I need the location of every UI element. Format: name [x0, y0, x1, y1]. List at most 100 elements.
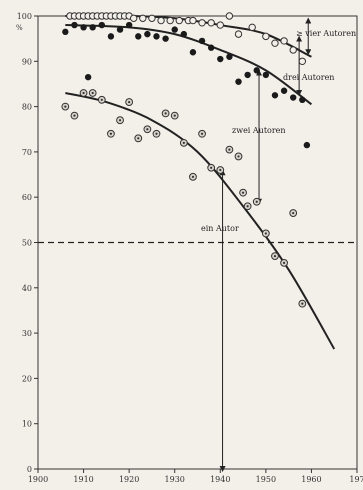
point-ein-center: [137, 137, 140, 140]
point-drei: [171, 26, 178, 33]
point-vier: [280, 37, 288, 45]
point-vier: [262, 32, 270, 41]
point-drei: [180, 30, 188, 38]
point-vier: [139, 14, 147, 22]
label-ein-autor: ein Autor: [201, 224, 239, 233]
y-tick-label: 0: [27, 465, 32, 474]
point-vier: [298, 57, 307, 65]
point-ein-center: [91, 91, 94, 95]
point-drei: [271, 92, 279, 99]
point-vier: [175, 16, 183, 25]
point-ein-center: [200, 132, 204, 135]
point-drei: [162, 35, 169, 42]
y-tick-label: 100: [17, 12, 32, 21]
point-ein-center: [191, 175, 195, 178]
y-tick-label: 20: [22, 374, 32, 383]
point-vier: [216, 21, 224, 29]
y-tick-label: 60: [22, 193, 32, 202]
point-vier: [198, 19, 206, 27]
point-drei: [217, 55, 224, 63]
y-tick-label: 40: [22, 284, 32, 293]
y-tick-label: 30: [22, 329, 32, 338]
point-drei: [262, 71, 270, 79]
trend-curves: [65, 14, 336, 350]
point-ein-center: [128, 100, 131, 104]
annotation-labels: ≥ vier Autoren drei Autoren zwei Autoren…: [201, 29, 356, 233]
point-drei: [189, 49, 197, 56]
point-drei: [299, 96, 306, 104]
point-vier: [157, 16, 165, 25]
point-ein-center: [173, 114, 176, 117]
point-drei: [207, 44, 215, 51]
point-ein-center: [301, 302, 304, 305]
point-vier: [207, 19, 215, 27]
point-drei: [84, 73, 92, 81]
point-ein-center: [82, 91, 85, 95]
point-ein-center: [64, 105, 67, 108]
point-ein-center: [282, 261, 286, 264]
label-zwei-autoren: zwei Autoren: [232, 126, 286, 135]
point-ein-center: [73, 114, 76, 117]
point-drei: [98, 21, 106, 29]
x-tick-label: 1950: [256, 475, 276, 484]
x-tick-label: 1940: [210, 475, 230, 484]
point-drei: [290, 94, 297, 101]
point-ein-center: [164, 112, 167, 115]
point-vier: [289, 46, 297, 54]
y-axis-unit: %: [16, 24, 23, 32]
point-drei: [198, 37, 206, 45]
point-ein-center: [228, 148, 231, 151]
point-drei: [144, 30, 151, 38]
annotation-arrows: [219, 17, 312, 472]
point-ein-center: [273, 254, 277, 258]
x-tick-label: 1910: [73, 475, 93, 484]
point-vier: [130, 14, 138, 22]
axes: 1900 1910 1920 1930 1940 1950 1960 197010203040…: [17, 12, 363, 484]
point-ein-center: [219, 168, 222, 172]
label-vier-autoren: ≥ vier Autoren: [296, 29, 356, 38]
y-tick-label: 50: [22, 239, 32, 248]
x-tick-label: 197: [349, 475, 363, 484]
point-ein-center: [292, 211, 295, 215]
trend-ein: [65, 92, 336, 350]
x-tick-label: 1930: [165, 475, 185, 484]
point-ein-center: [210, 166, 213, 169]
point-vier: [234, 30, 243, 38]
point-vier: [166, 16, 174, 25]
point-ein-center: [146, 128, 149, 131]
y-tick-label: 70: [22, 148, 32, 157]
x-tick-label: 1900: [28, 475, 48, 484]
point-drei: [80, 24, 87, 31]
data-points: [61, 12, 311, 308]
point-drei: [116, 26, 124, 33]
point-ein-center: [246, 205, 249, 208]
y-tick-label: 80: [22, 103, 32, 112]
point-ein-center: [255, 200, 258, 203]
point-vier: [225, 12, 234, 20]
point-drei: [235, 78, 242, 85]
y-tick-label: 90: [22, 57, 32, 66]
point-ein-center: [182, 141, 185, 144]
point-drei: [125, 21, 133, 29]
point-drei: [226, 53, 233, 60]
point-ein-center: [109, 132, 113, 135]
point-ein-center: [155, 132, 158, 135]
point-vier: [271, 39, 279, 47]
point-drei: [135, 33, 142, 40]
point-drei: [253, 67, 260, 74]
point-ein-center: [100, 98, 103, 101]
point-ein-center: [237, 155, 240, 158]
x-tick-label: 1920: [119, 475, 139, 484]
y-tick-label: 10: [22, 420, 32, 429]
trend-drei: [65, 24, 313, 106]
point-drei: [107, 33, 115, 40]
point-drei: [89, 24, 96, 31]
point-drei: [153, 33, 160, 40]
point-ein-center: [241, 191, 245, 194]
point-drei: [303, 141, 311, 149]
point-drei: [244, 71, 251, 79]
point-drei: [280, 87, 288, 94]
label-drei-autoren: drei Autoren: [283, 73, 334, 82]
x-tick-label: 1960: [301, 475, 321, 484]
